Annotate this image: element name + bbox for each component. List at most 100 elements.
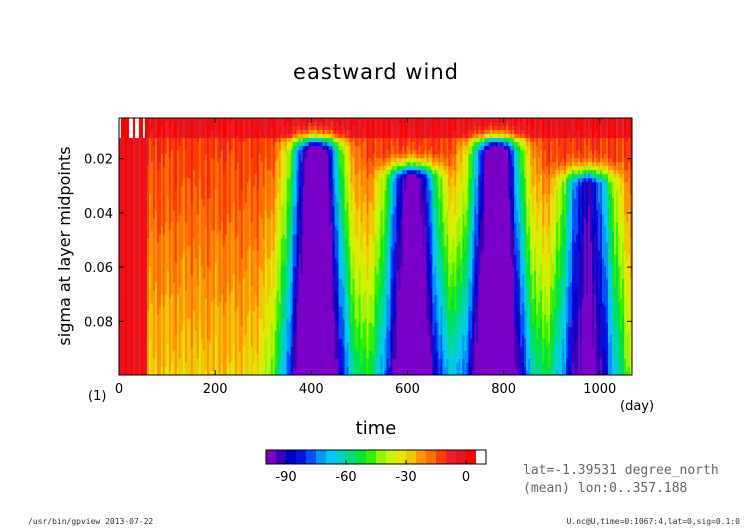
heatmap-cell <box>186 298 190 304</box>
heatmap-cell <box>194 318 198 324</box>
heatmap-cell <box>144 238 148 243</box>
heatmap-cell <box>238 306 242 312</box>
heatmap-cell <box>258 166 262 171</box>
heatmap-cell <box>136 166 140 171</box>
heatmap-cell <box>200 158 204 163</box>
heatmap-cell <box>196 274 200 280</box>
heatmap-cell <box>176 302 180 308</box>
heatmap-cell <box>262 362 266 368</box>
heatmap-cell <box>240 298 244 304</box>
heatmap-cell <box>176 290 180 296</box>
heatmap-cell <box>156 182 160 187</box>
heatmap-cell <box>134 362 138 368</box>
heatmap-cell <box>126 138 130 143</box>
heatmap-cell <box>226 142 230 147</box>
heatmap-cell <box>204 258 208 263</box>
heatmap-cell <box>212 338 216 344</box>
heatmap-cell <box>210 134 214 139</box>
heatmap-cell <box>178 282 182 288</box>
heatmap-cell <box>236 314 240 320</box>
heatmap-cell <box>230 358 234 364</box>
heatmap-cell <box>246 226 250 231</box>
heatmap-cell <box>140 210 144 215</box>
heatmap-cell <box>194 342 198 348</box>
heatmap-cell <box>204 326 208 332</box>
heatmap-cell <box>119 182 122 187</box>
heatmap-cell <box>166 358 170 364</box>
heatmap-cell <box>182 230 186 235</box>
heatmap-cell <box>132 310 136 316</box>
heatmap-cell <box>156 302 160 308</box>
heatmap-cell <box>164 366 168 372</box>
heatmap-cell <box>266 202 270 207</box>
heatmap-cell <box>216 326 220 332</box>
heatmap-cell <box>244 202 248 207</box>
heatmap-cell <box>272 266 276 271</box>
heatmap-cell <box>124 206 128 211</box>
heatmap-cell <box>126 218 130 223</box>
heatmap-cell <box>142 158 146 163</box>
heatmap-cell <box>178 182 182 187</box>
heatmap-cell <box>222 326 226 332</box>
heatmap-cell <box>136 234 140 239</box>
heatmap-cell <box>124 334 128 340</box>
heatmap-cell <box>216 334 220 340</box>
heatmap-cell <box>152 146 156 151</box>
heatmap-cell <box>232 282 236 288</box>
heatmap-cell <box>272 338 276 344</box>
heatmap-cell <box>150 362 154 368</box>
heatmap-cell <box>124 358 128 364</box>
heatmap-cell <box>180 166 184 171</box>
heatmap-cell <box>162 182 166 187</box>
heatmap-cell <box>244 166 248 171</box>
heatmap-cell <box>194 302 198 308</box>
heatmap-cell <box>264 242 268 247</box>
heatmap-cell <box>140 162 144 167</box>
heatmap-cell <box>236 270 240 276</box>
heatmap-cell <box>240 266 244 271</box>
heatmap-cell <box>142 230 146 235</box>
heatmap-cell <box>162 370 166 376</box>
heatmap-cell <box>121 238 124 243</box>
heatmap-cell <box>198 358 202 364</box>
heatmap-cell <box>208 342 212 348</box>
heatmap-cell <box>128 346 132 352</box>
heatmap-cell <box>250 338 254 344</box>
heatmap-cell <box>132 358 136 364</box>
heatmap-cell <box>178 198 182 203</box>
heatmap-cell <box>184 170 188 175</box>
heatmap-cell <box>140 354 144 360</box>
heatmap-cell <box>126 166 130 171</box>
heatmap-cell <box>124 366 128 372</box>
heatmap-cell <box>270 354 274 360</box>
heatmap-cell <box>272 286 276 292</box>
heatmap-cell <box>148 218 152 223</box>
heatmap-cell <box>244 162 248 167</box>
heatmap-cell <box>216 170 220 175</box>
heatmap-cell <box>236 362 240 368</box>
heatmap-cell <box>256 210 260 215</box>
heatmap-cell <box>204 274 208 280</box>
heatmap-cell <box>256 142 260 147</box>
heatmap-cell <box>136 258 140 263</box>
heatmap-cell <box>166 266 170 271</box>
heatmap-cell <box>172 334 176 340</box>
heatmap-cell <box>258 306 262 312</box>
heatmap-cell <box>240 134 244 139</box>
heatmap-cell <box>210 150 214 155</box>
heatmap-cell <box>248 326 252 332</box>
heatmap-cell <box>244 242 248 247</box>
heatmap-cell <box>144 350 148 356</box>
heatmap-cell <box>208 154 212 159</box>
heatmap-cell <box>214 234 218 239</box>
heatmap-cell <box>160 318 164 324</box>
heatmap-cell <box>188 222 192 227</box>
heatmap-cell <box>144 234 148 239</box>
heatmap-cell <box>216 370 220 376</box>
heatmap-cell <box>206 266 210 271</box>
heatmap-cell <box>188 126 192 131</box>
heatmap-cell <box>220 162 224 167</box>
heatmap-cell <box>162 198 166 203</box>
heatmap-cell <box>142 350 146 356</box>
heatmap-cell <box>226 138 230 143</box>
